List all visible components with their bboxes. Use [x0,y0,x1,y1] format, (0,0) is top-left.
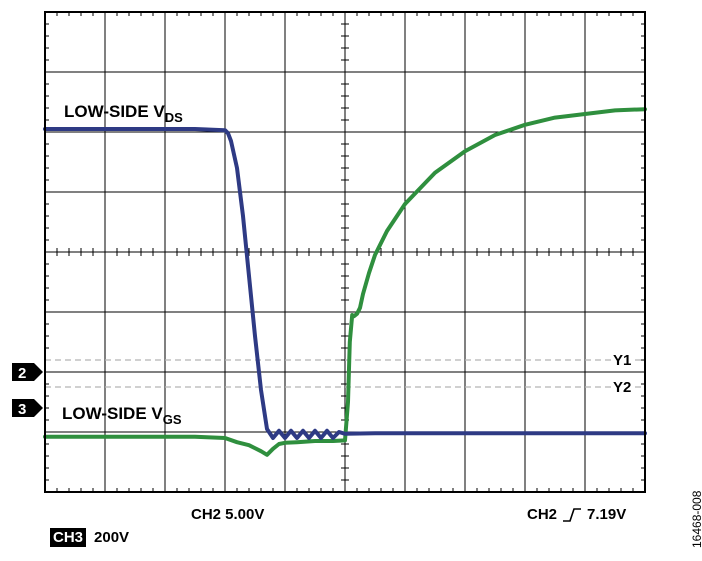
trace-vgs [43,107,647,457]
ch3-tag: CH3 [50,528,87,547]
ch2-scale-label: CH2 5.00V [191,506,265,523]
ch3-scale-readout: CH3 200V [50,528,129,547]
cursor-label-y2: Y2 [613,379,631,396]
ch3-scale: 200V [94,529,130,546]
marker-arrow [12,363,43,381]
marker-label: 2 [18,365,26,382]
cursor-lines: Y1 Y2 [45,352,645,396]
traces [43,107,647,457]
channel-marker-2: 2 [12,363,43,382]
trigger-value: 7.19V [587,506,627,523]
plot-border [44,11,646,493]
plot-frame [44,11,646,493]
rising-edge-icon [563,507,582,522]
channel-markers: 23 [12,363,43,418]
series-label-vds: LOW-SIDE VDS [64,102,183,125]
trigger-readout: CH2 7.19V [527,506,626,523]
series-label-vgs: LOW-SIDE VGS [62,404,182,427]
channel-marker-3: 3 [12,399,43,418]
cursor-label-backdrop [611,379,634,396]
cursor-label-y1: Y1 [613,352,631,369]
trigger-channel: CH2 [527,506,558,523]
cursor-label-backdrop [611,352,634,369]
trace-vds [43,127,647,440]
figure-id: 16468-008 [690,490,702,548]
marker-arrow [12,399,43,417]
marker-label: 3 [18,401,26,418]
